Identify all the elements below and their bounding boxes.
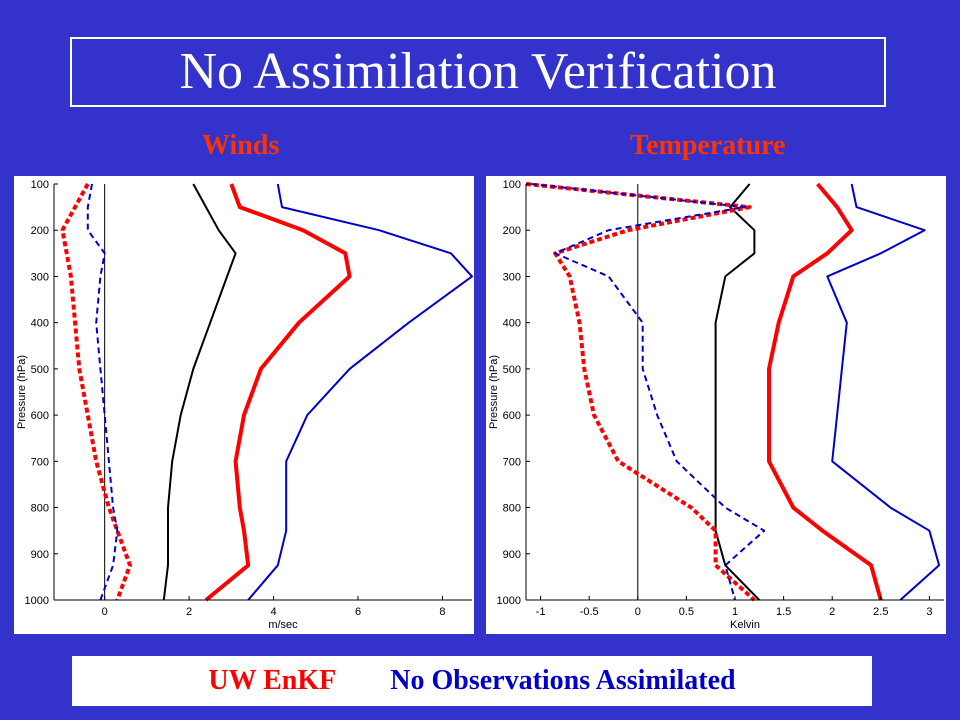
footer-label-no-obs: No Observations Assimilated bbox=[390, 665, 736, 696]
y-tick-label: 500 bbox=[503, 364, 521, 376]
x-tick-label: 2.5 bbox=[873, 606, 888, 618]
series-line-2 bbox=[204, 183, 352, 602]
series-line-2 bbox=[767, 182, 883, 601]
y-tick-label: 500 bbox=[31, 364, 49, 376]
series-line-3 bbox=[826, 183, 941, 601]
y-tick-label: 900 bbox=[503, 549, 521, 561]
y-tick-label: 100 bbox=[503, 179, 521, 191]
x-axis-label: Kelvin bbox=[730, 619, 760, 631]
x-tick-label: 1.5 bbox=[776, 606, 791, 618]
temperature-chart-svg: 100 200 300 400 500 600 700 800 900 1000 -1 -0.5 0 0.… bbox=[488, 179, 944, 631]
x-tick-label: 3 bbox=[926, 606, 932, 618]
series-line-1 bbox=[162, 183, 237, 601]
series-line-5 bbox=[530, 183, 766, 601]
y-axis-label: Pressure (hPa) bbox=[16, 355, 28, 429]
x-tick-label: 2 bbox=[186, 606, 192, 618]
y-tick-label: 600 bbox=[31, 410, 49, 422]
y-tick-label: 800 bbox=[31, 503, 49, 515]
x-tick-label: 2 bbox=[829, 606, 835, 618]
temperature-chart: 100 200 300 400 500 600 700 800 900 1000 -1 -0.5 0 0.… bbox=[486, 176, 946, 634]
y-tick-label: 400 bbox=[31, 318, 49, 330]
x-tick-label: 4 bbox=[270, 606, 276, 618]
x-tick-label: -1 bbox=[536, 606, 546, 618]
y-tick-label: 1000 bbox=[497, 595, 521, 607]
series-line-3 bbox=[247, 183, 473, 601]
y-tick-label: 400 bbox=[503, 318, 521, 330]
temperature-panel-title: Temperature bbox=[630, 130, 786, 161]
y-tick-label: 300 bbox=[31, 271, 49, 283]
y-tick-label: 200 bbox=[503, 225, 521, 237]
series-line-4 bbox=[60, 183, 132, 601]
footer-legend: UW EnKF No Observations Assimilated bbox=[72, 656, 872, 706]
x-tick-label: 0 bbox=[102, 606, 108, 618]
series-line-1 bbox=[714, 183, 761, 601]
y-tick-label: 100 bbox=[31, 179, 49, 191]
x-axis-label: m/sec bbox=[268, 619, 298, 631]
y-tick-label: 800 bbox=[503, 503, 521, 515]
x-tick-label: 0.5 bbox=[679, 606, 694, 618]
x-tick-label: 8 bbox=[439, 606, 445, 618]
winds-chart: 100 200 300 400 500 600 700 800 900 1000 0 2 4 6 8 m/se… bbox=[14, 176, 474, 634]
y-tick-label: 600 bbox=[503, 410, 521, 422]
y-axis-label: Pressure (hPa) bbox=[488, 355, 500, 429]
y-tick-label: 200 bbox=[31, 225, 49, 237]
y-tick-label: 1000 bbox=[25, 595, 49, 607]
y-tick-label: 900 bbox=[31, 549, 49, 561]
page-title: No Assimilation Verification bbox=[179, 43, 777, 100]
y-tick-label: 300 bbox=[503, 271, 521, 283]
x-tick-label: 0 bbox=[635, 606, 641, 618]
y-tick-label: 700 bbox=[503, 456, 521, 468]
winds-panel-title: Winds bbox=[202, 130, 280, 161]
series-line-4 bbox=[525, 182, 756, 602]
title-box: No Assimilation Verification bbox=[70, 37, 886, 107]
footer-label-enkf: UW EnKF bbox=[208, 665, 337, 696]
y-tick-label: 700 bbox=[31, 456, 49, 468]
x-tick-label: 6 bbox=[355, 606, 361, 618]
x-tick-label: 1 bbox=[732, 606, 738, 618]
x-tick-label: -0.5 bbox=[580, 606, 599, 618]
series-line-5 bbox=[86, 183, 119, 601]
winds-chart-svg: 100 200 300 400 500 600 700 800 900 1000 0 2 4 6 8 m/se… bbox=[16, 179, 473, 631]
